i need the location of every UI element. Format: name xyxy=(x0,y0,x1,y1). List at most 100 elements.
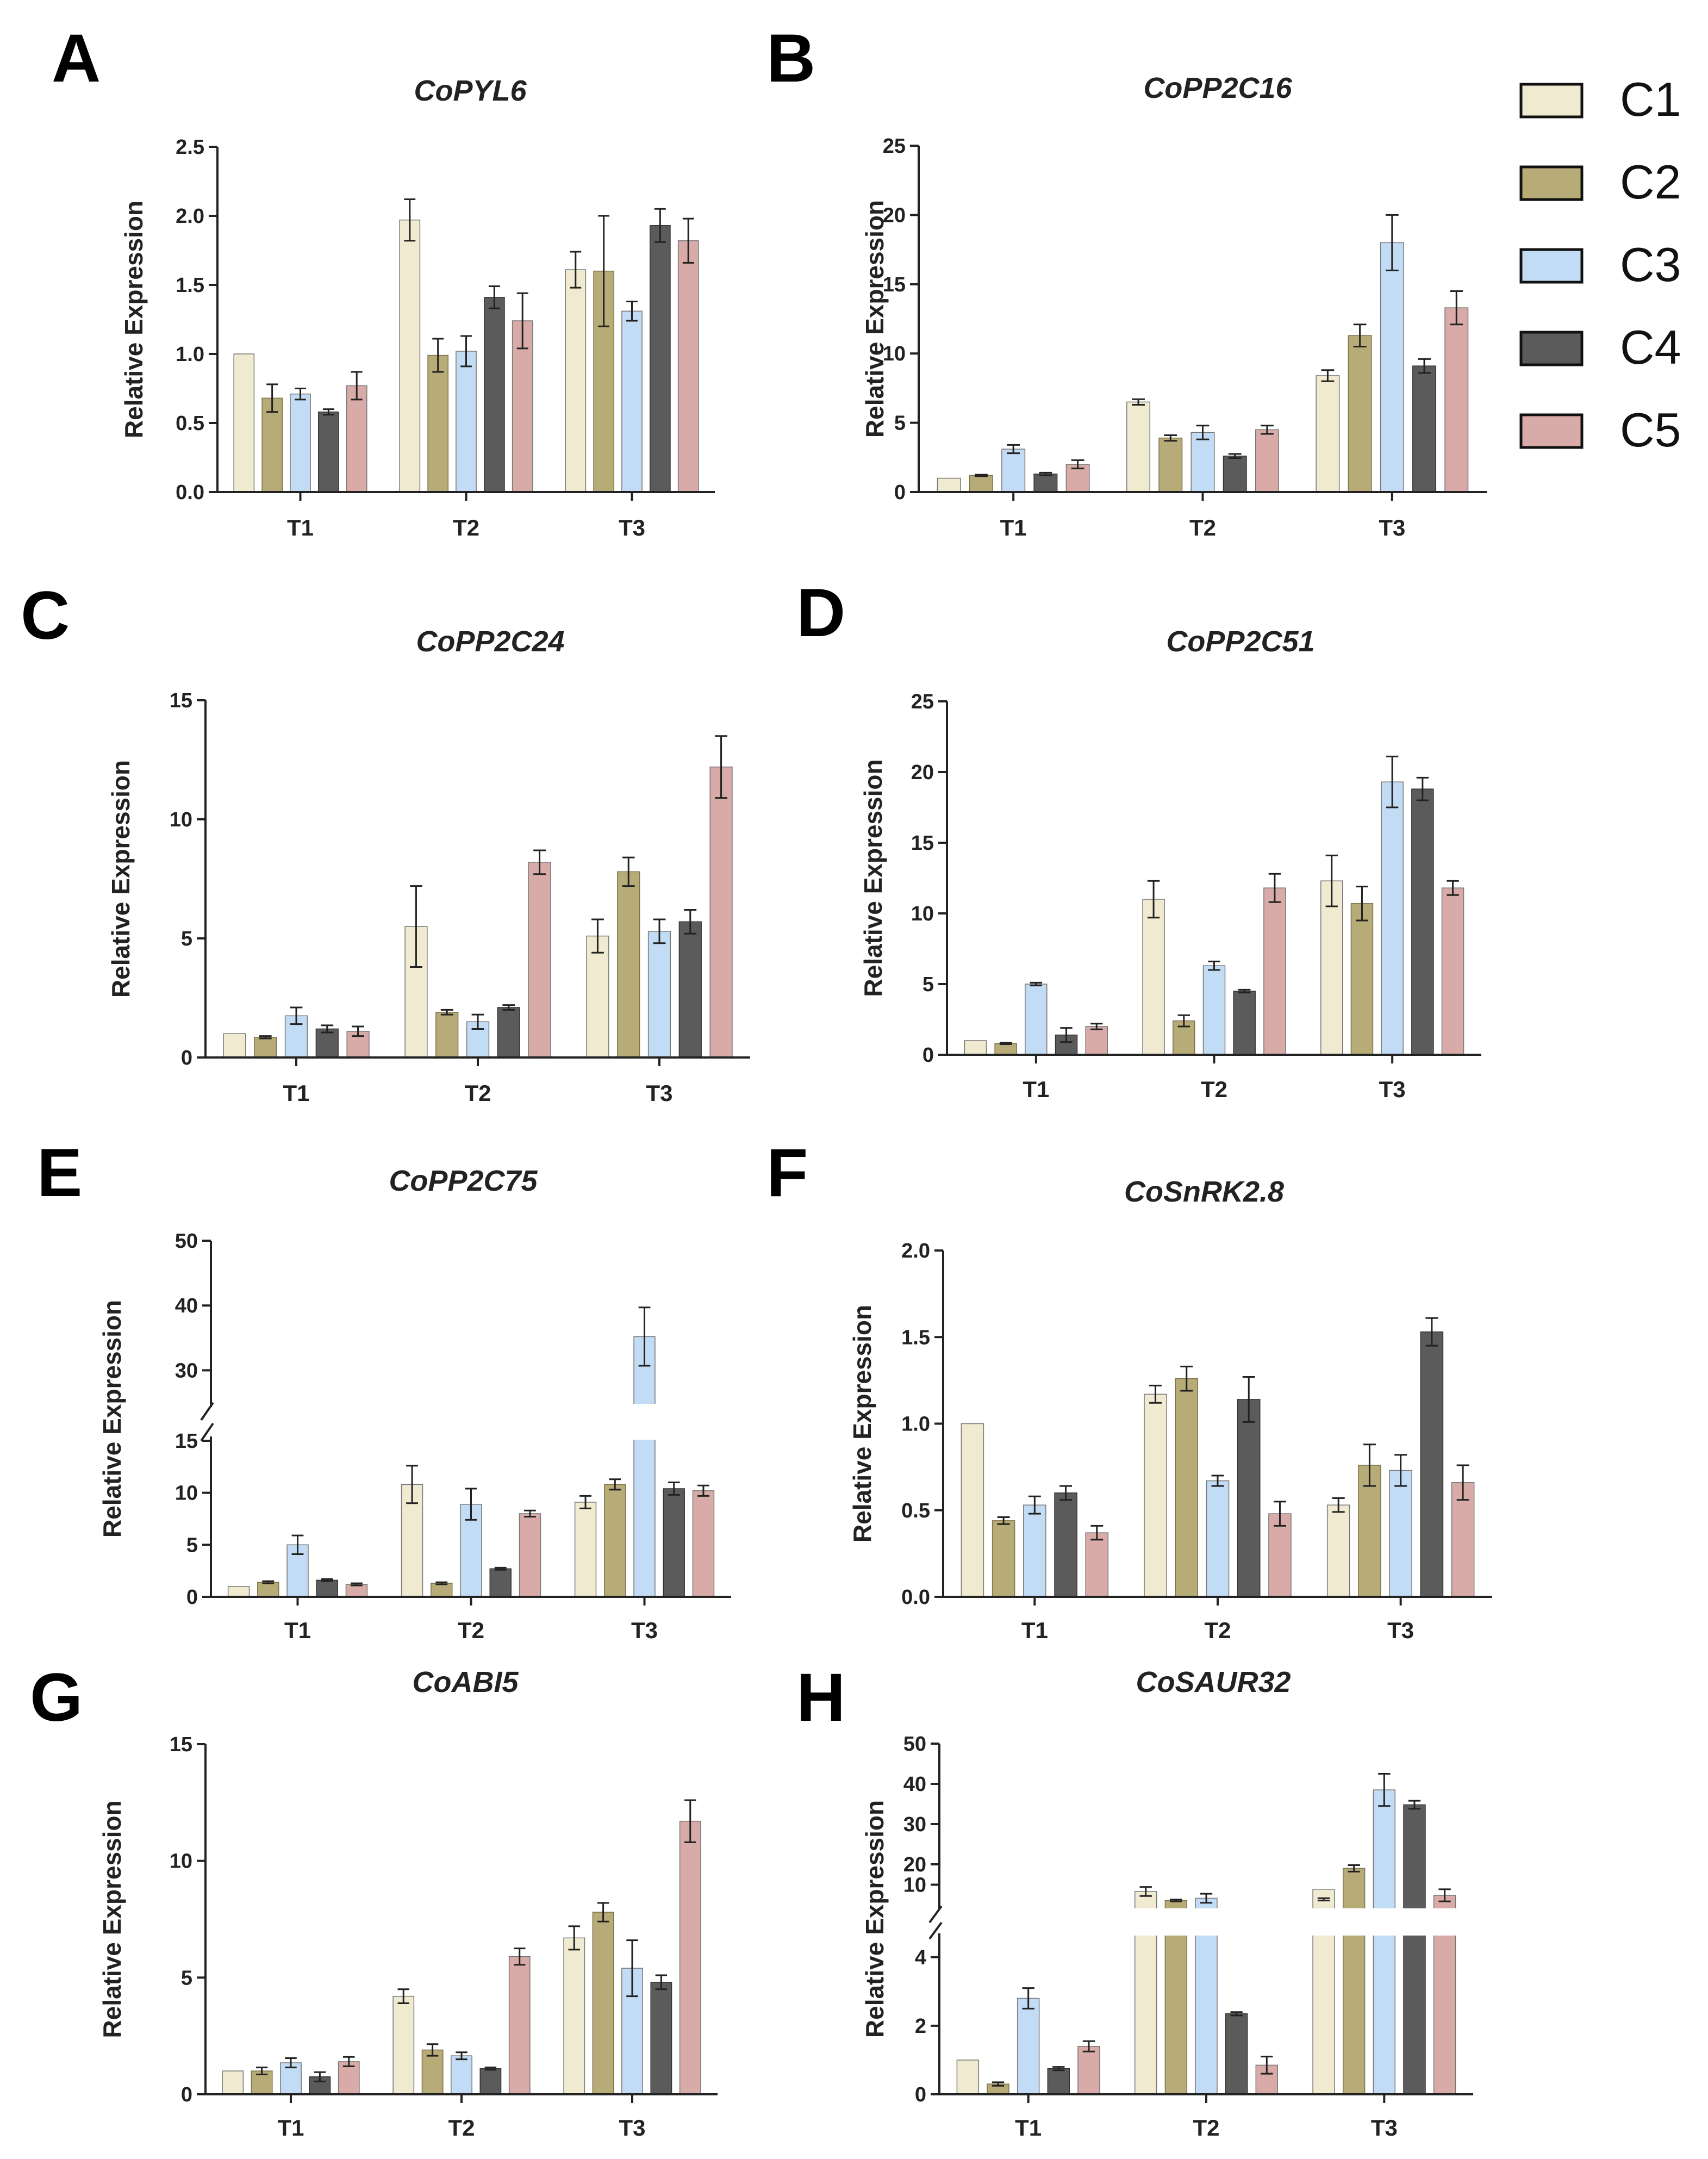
chart-title: CoSnRK2.8 xyxy=(1124,1175,1284,1208)
panel-b: B CoPP2C16 Relative Expression 0 5 10 15 20 25 T1… xyxy=(766,21,1487,540)
bar-c3-t1 xyxy=(1023,1504,1046,1597)
x-category-label: T3 xyxy=(619,2115,645,2141)
y-axis-label: Relative Expression xyxy=(107,760,135,998)
panel-label: E xyxy=(37,1135,82,1211)
y-tick-label: 0.0 xyxy=(176,481,204,504)
y-tick-label: 0 xyxy=(922,1044,934,1067)
legend: C1 C2 C3 C4 C5 xyxy=(1519,72,1681,457)
chart-title: CoPP2C16 xyxy=(1143,72,1292,104)
panel-label: A xyxy=(52,21,101,96)
bar-c1-t3 xyxy=(563,1937,585,2095)
y-tick-label: 5 xyxy=(894,412,906,435)
y-axis-label: Relative Expression xyxy=(98,1800,126,2038)
bar-c1-t2 xyxy=(399,219,421,493)
x-category-label: T2 xyxy=(1204,1617,1231,1643)
x-category-label: T3 xyxy=(1379,515,1405,540)
bar-c1-t2 xyxy=(1126,401,1151,493)
bar-c1-t2 xyxy=(1142,899,1165,1055)
bar-c1-t2 xyxy=(1144,1393,1167,1597)
y-tick-label: 10 xyxy=(175,1482,198,1505)
y-tick-label: 20 xyxy=(883,204,906,227)
y-tick-label: 0.0 xyxy=(901,1586,930,1609)
x-category-label: T1 xyxy=(284,1617,311,1643)
legend-label-c5: C5 xyxy=(1620,403,1681,457)
bar-c3-t3 xyxy=(1380,242,1404,493)
bar-c3-t3 xyxy=(621,310,643,493)
y-tick-label: 1.5 xyxy=(176,274,204,297)
bar-c1-t3 xyxy=(1326,1504,1350,1597)
panel-label: H xyxy=(796,1660,845,1735)
y-tick-label: 1.5 xyxy=(901,1326,930,1349)
x-category-label: T1 xyxy=(287,515,314,540)
y-tick-label: 15 xyxy=(170,1733,192,1756)
y-tick-label: 0 xyxy=(894,481,906,504)
bar-c4-t3 xyxy=(649,225,671,493)
chart-title: CoSAUR32 xyxy=(1136,1666,1291,1698)
bar-c4-t3 xyxy=(678,921,702,1058)
bar-c5-t2 xyxy=(1268,1513,1292,1597)
axis-break-mark xyxy=(200,1402,214,1421)
bar-c3-t3 xyxy=(633,1336,656,1597)
panel-label: G xyxy=(30,1660,83,1735)
y-tick-label: 25 xyxy=(911,690,934,713)
bar-c3-t1 xyxy=(290,393,311,493)
y-tick-label: 20 xyxy=(911,761,934,784)
bar-c2-t2 xyxy=(1175,1378,1199,1597)
bar-c2-t3 xyxy=(592,1912,614,2095)
y-tick-label: 0.5 xyxy=(176,412,204,435)
bar-c4-t3 xyxy=(1412,365,1437,493)
chart-title: CoPYL6 xyxy=(414,74,527,107)
y-axis-label: Relative Expression xyxy=(848,1305,876,1542)
y-tick-label: 40 xyxy=(175,1295,198,1317)
bar-c2-t2 xyxy=(421,2049,444,2095)
y-tick-label: 20 xyxy=(903,1853,926,1876)
bar-c2-t3 xyxy=(1342,1868,1366,2095)
legend-swatch-c5 xyxy=(1519,413,1584,449)
bar-c1-t3 xyxy=(574,1502,597,1597)
x-category-label: T2 xyxy=(1201,1077,1227,1102)
bar-c3-t2 xyxy=(456,351,477,493)
axis-break-mark xyxy=(928,1921,943,1940)
bar-c3-t2 xyxy=(451,2055,472,2095)
bar-c3-t2 xyxy=(1206,1480,1230,1597)
bar-c4-t3 xyxy=(1420,1331,1444,1597)
x-category-label: T2 xyxy=(453,515,479,540)
legend-label-c3: C3 xyxy=(1620,238,1681,291)
bar-c5-t3 xyxy=(679,1820,701,2095)
bar-c1-t1 xyxy=(956,2060,980,2095)
bar-c4-t1 xyxy=(317,411,339,493)
bar-c2-t2 xyxy=(435,1012,459,1058)
y-tick-label: 10 xyxy=(883,343,906,365)
bar-c5-t3 xyxy=(677,240,699,493)
x-category-label: T2 xyxy=(458,1617,484,1643)
bar-c5-t2 xyxy=(1255,429,1279,493)
y-tick-label: 0.5 xyxy=(901,1500,930,1522)
bar-c5-t3 xyxy=(692,1490,715,1597)
bar-c1-t2 xyxy=(392,1995,415,2095)
y-tick-label: 15 xyxy=(883,273,906,296)
x-category-label: T3 xyxy=(646,1080,672,1106)
bar-c3-t1 xyxy=(1001,449,1026,493)
bar-c4-t1 xyxy=(1033,474,1058,493)
bar-c2-t3 xyxy=(617,871,640,1058)
y-tick-label: 15 xyxy=(911,832,934,855)
y-tick-label: 2.0 xyxy=(176,205,204,228)
y-tick-label: 0 xyxy=(181,1047,192,1069)
y-tick-label: 2.0 xyxy=(901,1240,930,1262)
panel-a: A CoPYL6 Relative Expression 0.0 0.5 1.0 1.5 2.… xyxy=(52,21,715,540)
y-tick-label: 0 xyxy=(186,1586,198,1609)
bar-c4-t2 xyxy=(489,1568,512,1597)
bar-c4-t2 xyxy=(1233,991,1256,1055)
bar-c3-t3 xyxy=(1373,1789,1396,2095)
panel-c: C CoPP2C24 Relative Expression 0 5 10 15 T1 T2 T3 xyxy=(21,578,750,1106)
bar-c2-t2 xyxy=(1158,437,1183,493)
bar-c2-t2 xyxy=(431,1583,453,1597)
y-axis-label: Relative Expression xyxy=(120,201,148,438)
bar-c3-t1 xyxy=(1017,1998,1040,2095)
bar-c4-t2 xyxy=(1225,2013,1248,2095)
panel-label: D xyxy=(796,575,845,651)
legend-label-c4: C4 xyxy=(1620,320,1681,374)
bar-c1-t1 xyxy=(964,1040,987,1055)
bar-c4-t2 xyxy=(483,297,505,493)
